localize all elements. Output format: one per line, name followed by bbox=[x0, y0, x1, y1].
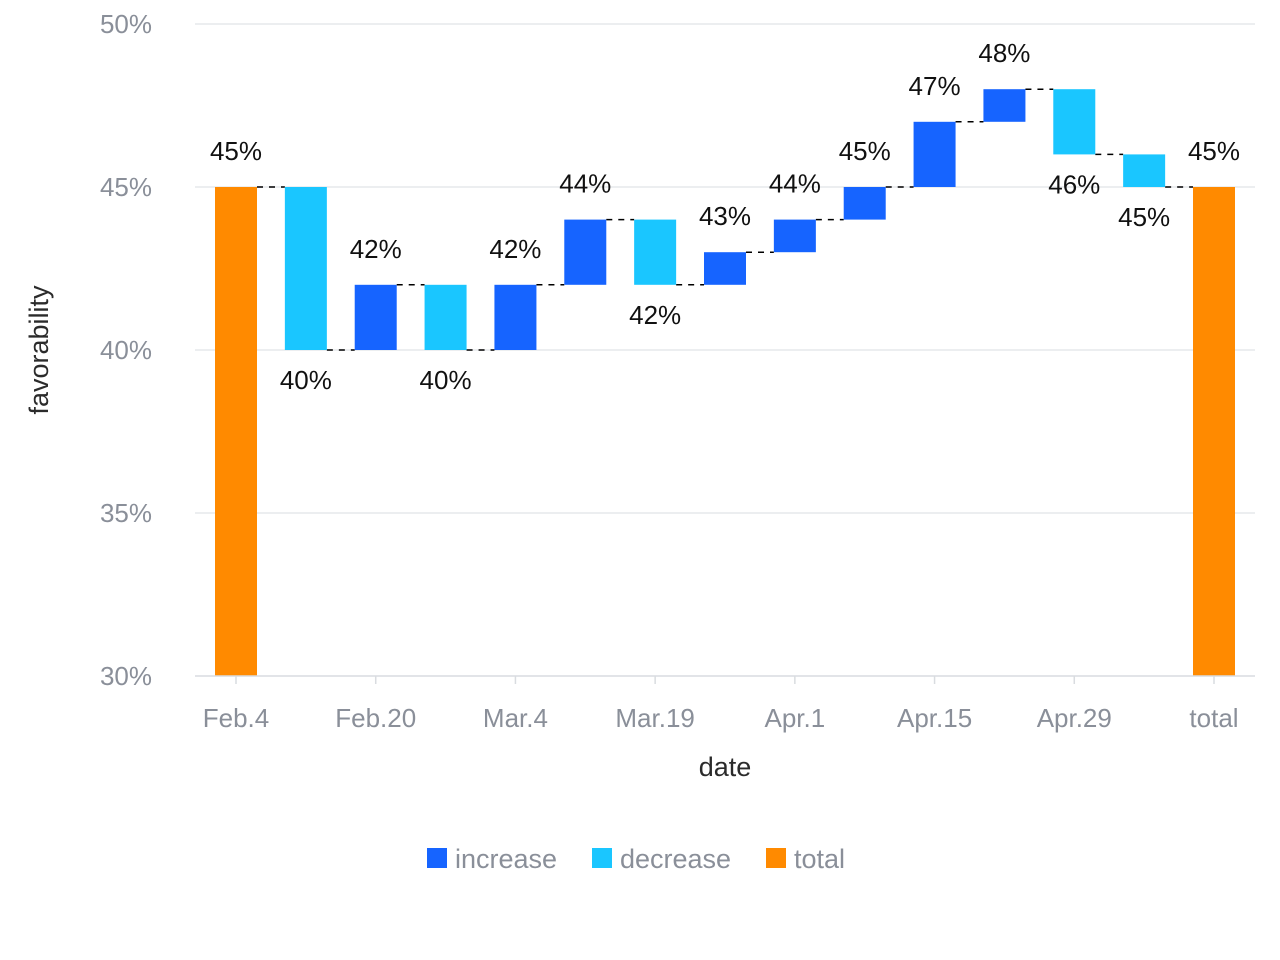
data-label: 43% bbox=[699, 201, 751, 231]
data-label: 40% bbox=[280, 365, 332, 395]
x-tick-label: Feb.4 bbox=[203, 703, 270, 733]
bar-increase bbox=[773, 219, 816, 253]
bar-decrease bbox=[1123, 154, 1166, 187]
legend-label-decrease: decrease bbox=[620, 844, 731, 874]
x-tick-label: Apr.1 bbox=[764, 703, 825, 733]
x-tick-label: Feb.20 bbox=[335, 703, 416, 733]
legend-swatch-increase bbox=[427, 848, 447, 868]
data-label: 45% bbox=[839, 136, 891, 166]
bar-decrease bbox=[634, 219, 677, 285]
data-labels: 45% 40% 42% 40% 42% 44% 42% 43% 44% 45% 47% 48% 46% 4… bbox=[210, 38, 1240, 395]
legend-swatch-total bbox=[766, 848, 786, 868]
x-tick-label: Mar.19 bbox=[615, 703, 695, 733]
bar-decrease bbox=[284, 187, 327, 350]
bar-increase bbox=[564, 219, 607, 285]
legend-label-total: total bbox=[794, 844, 845, 874]
x-tick-label: Mar.4 bbox=[483, 703, 548, 733]
x-tick-label: Apr.15 bbox=[897, 703, 972, 733]
bar-increase bbox=[983, 89, 1026, 122]
y-tick-label: 45% bbox=[100, 172, 152, 202]
bar-decrease bbox=[1053, 89, 1096, 155]
bars bbox=[215, 89, 1235, 676]
data-label: 45% bbox=[1118, 202, 1170, 232]
legend-label-increase: increase bbox=[455, 844, 557, 874]
data-label: 44% bbox=[769, 169, 821, 199]
x-axis: Feb.4 Feb.20 Mar.4 Mar.19 Apr.1 Apr.15 Apr.29 t… bbox=[195, 675, 1255, 733]
y-tick-label: 35% bbox=[100, 498, 152, 528]
data-label: 42% bbox=[350, 234, 402, 264]
bar-increase bbox=[704, 252, 746, 285]
data-label: 44% bbox=[559, 169, 611, 199]
bar-increase bbox=[354, 284, 397, 350]
y-tick-label: 50% bbox=[100, 9, 152, 39]
data-label: 47% bbox=[909, 71, 961, 101]
x-tick-label: total bbox=[1189, 703, 1238, 733]
bar-decrease bbox=[424, 284, 467, 350]
data-label: 42% bbox=[629, 300, 681, 330]
data-label: 42% bbox=[489, 234, 541, 264]
y-axis-ticks: 30% 35% 40% 45% 50% bbox=[100, 9, 152, 691]
bar-total bbox=[215, 187, 257, 676]
data-label: 48% bbox=[978, 38, 1030, 68]
data-label: 45% bbox=[210, 136, 262, 166]
data-label: 46% bbox=[1048, 169, 1100, 199]
bar-increase bbox=[494, 284, 537, 350]
data-label: 40% bbox=[420, 365, 472, 395]
x-axis-title: date bbox=[699, 752, 752, 782]
y-axis-title: favorability bbox=[24, 285, 54, 415]
legend: increase decrease total bbox=[427, 844, 845, 874]
legend-swatch-decrease bbox=[592, 848, 612, 868]
data-label: 45% bbox=[1188, 136, 1240, 166]
bar-total bbox=[1193, 187, 1235, 676]
bar-increase bbox=[913, 121, 956, 187]
y-tick-label: 30% bbox=[100, 661, 152, 691]
x-tick-label: Apr.29 bbox=[1037, 703, 1112, 733]
bar-connectors bbox=[257, 88, 1193, 351]
y-tick-label: 40% bbox=[100, 335, 152, 365]
bar-increase bbox=[843, 187, 886, 220]
